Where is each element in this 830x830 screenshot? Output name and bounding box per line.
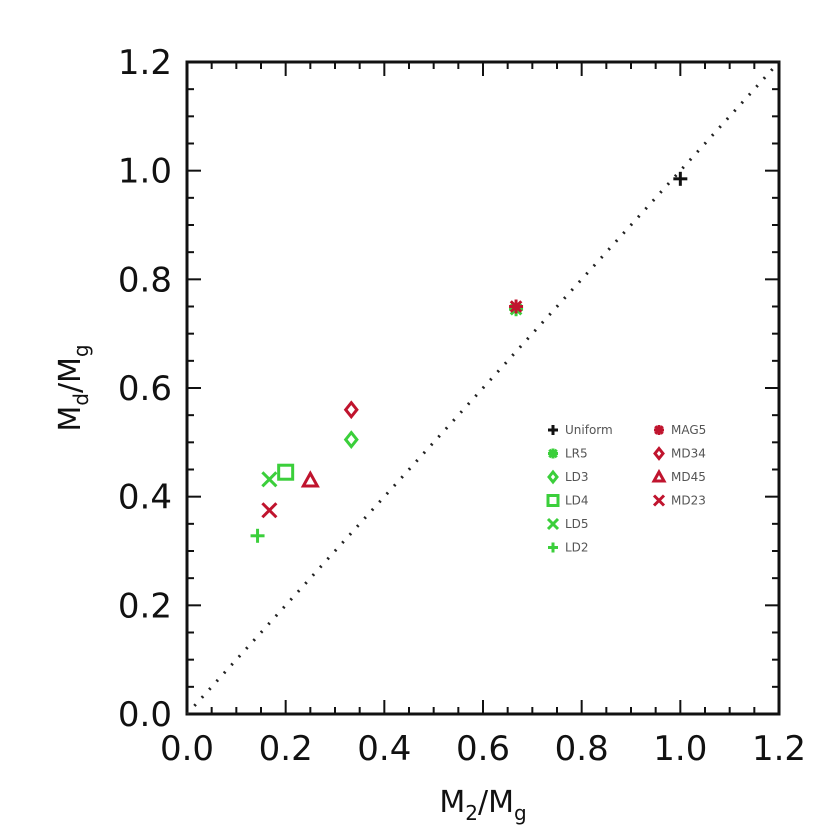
legend-label: MD45 (671, 470, 706, 484)
data-point (509, 299, 524, 314)
data-point (261, 471, 278, 488)
legend-marker (652, 494, 666, 507)
x-tick-label: 1.0 (653, 729, 707, 769)
legend-label: LR5 (565, 447, 588, 461)
marker-stroke (546, 517, 560, 531)
marker-stroke (509, 300, 523, 313)
data-point (300, 470, 320, 488)
x-tick-label: 0.0 (160, 729, 214, 769)
marker-shape (653, 446, 665, 461)
data-point (261, 502, 278, 519)
marker-stroke (548, 448, 558, 459)
legend-marker (548, 542, 558, 553)
x-tick-label: 0.6 (456, 729, 510, 769)
legend-marker (546, 517, 560, 531)
x-tick-label: 0.2 (259, 729, 313, 769)
marker-shape (300, 470, 320, 488)
legend-label: LD3 (565, 470, 589, 484)
legend-label: LD2 (565, 541, 589, 555)
data-point (343, 430, 359, 450)
legend-label: LD5 (565, 517, 589, 531)
marker-shape (343, 430, 359, 450)
legend-marker (547, 469, 559, 485)
legend-label: Uniform (565, 423, 613, 437)
reference-line (185, 60, 781, 716)
marker-shape (546, 494, 560, 507)
y-tick-label: 0.4 (118, 478, 172, 518)
legend-marker (548, 425, 558, 435)
y-axis-label: Md/Mg (53, 344, 93, 431)
data-markers (250, 171, 688, 543)
legend-label: LD4 (565, 494, 589, 508)
data-point (277, 463, 295, 481)
legend-marker (546, 494, 560, 507)
y-tick-label: 1.2 (118, 43, 172, 83)
marker-stroke (654, 425, 664, 435)
x-axis-label: M2/Mg (439, 785, 526, 825)
legend-label: MAG5 (671, 423, 706, 437)
legend: Uniform LR5 LD3 LD4 LD5 LD2 MAG5 MD34 MD45 MD23 (546, 423, 706, 555)
y-tick-label: 0.8 (118, 260, 172, 300)
y-tick-label: 0.2 (118, 586, 172, 626)
legend-marker (653, 446, 665, 461)
axis-ticks (186, 61, 780, 715)
legend-label: MD23 (671, 494, 706, 508)
x-tick-label: 1.2 (752, 729, 806, 769)
data-point (673, 171, 688, 186)
marker-shape (277, 463, 295, 481)
marker-shape (651, 468, 667, 483)
marker-shape (343, 400, 359, 420)
y-tick-label: 1.0 (118, 152, 172, 192)
legend-label: MD34 (671, 447, 706, 461)
y-tick-labels: 0.0 0.2 0.4 0.6 0.8 1.0 1.2 (118, 43, 172, 735)
data-point (250, 528, 265, 543)
x-tick-labels: 0.0 0.2 0.4 0.6 0.8 1.0 1.2 (160, 729, 806, 769)
marker-stroke (261, 471, 278, 488)
legend-marker (651, 468, 667, 483)
legend-marker (548, 448, 558, 459)
y-tick-label: 0.6 (118, 369, 172, 409)
x-tick-label: 0.8 (555, 729, 609, 769)
marker-stroke (652, 494, 666, 507)
y-tick-label: 0.0 (118, 695, 172, 735)
marker-shape (547, 469, 559, 485)
legend-marker (654, 425, 664, 435)
x-tick-label: 0.4 (357, 729, 411, 769)
marker-stroke (261, 502, 278, 519)
data-point (343, 400, 359, 420)
